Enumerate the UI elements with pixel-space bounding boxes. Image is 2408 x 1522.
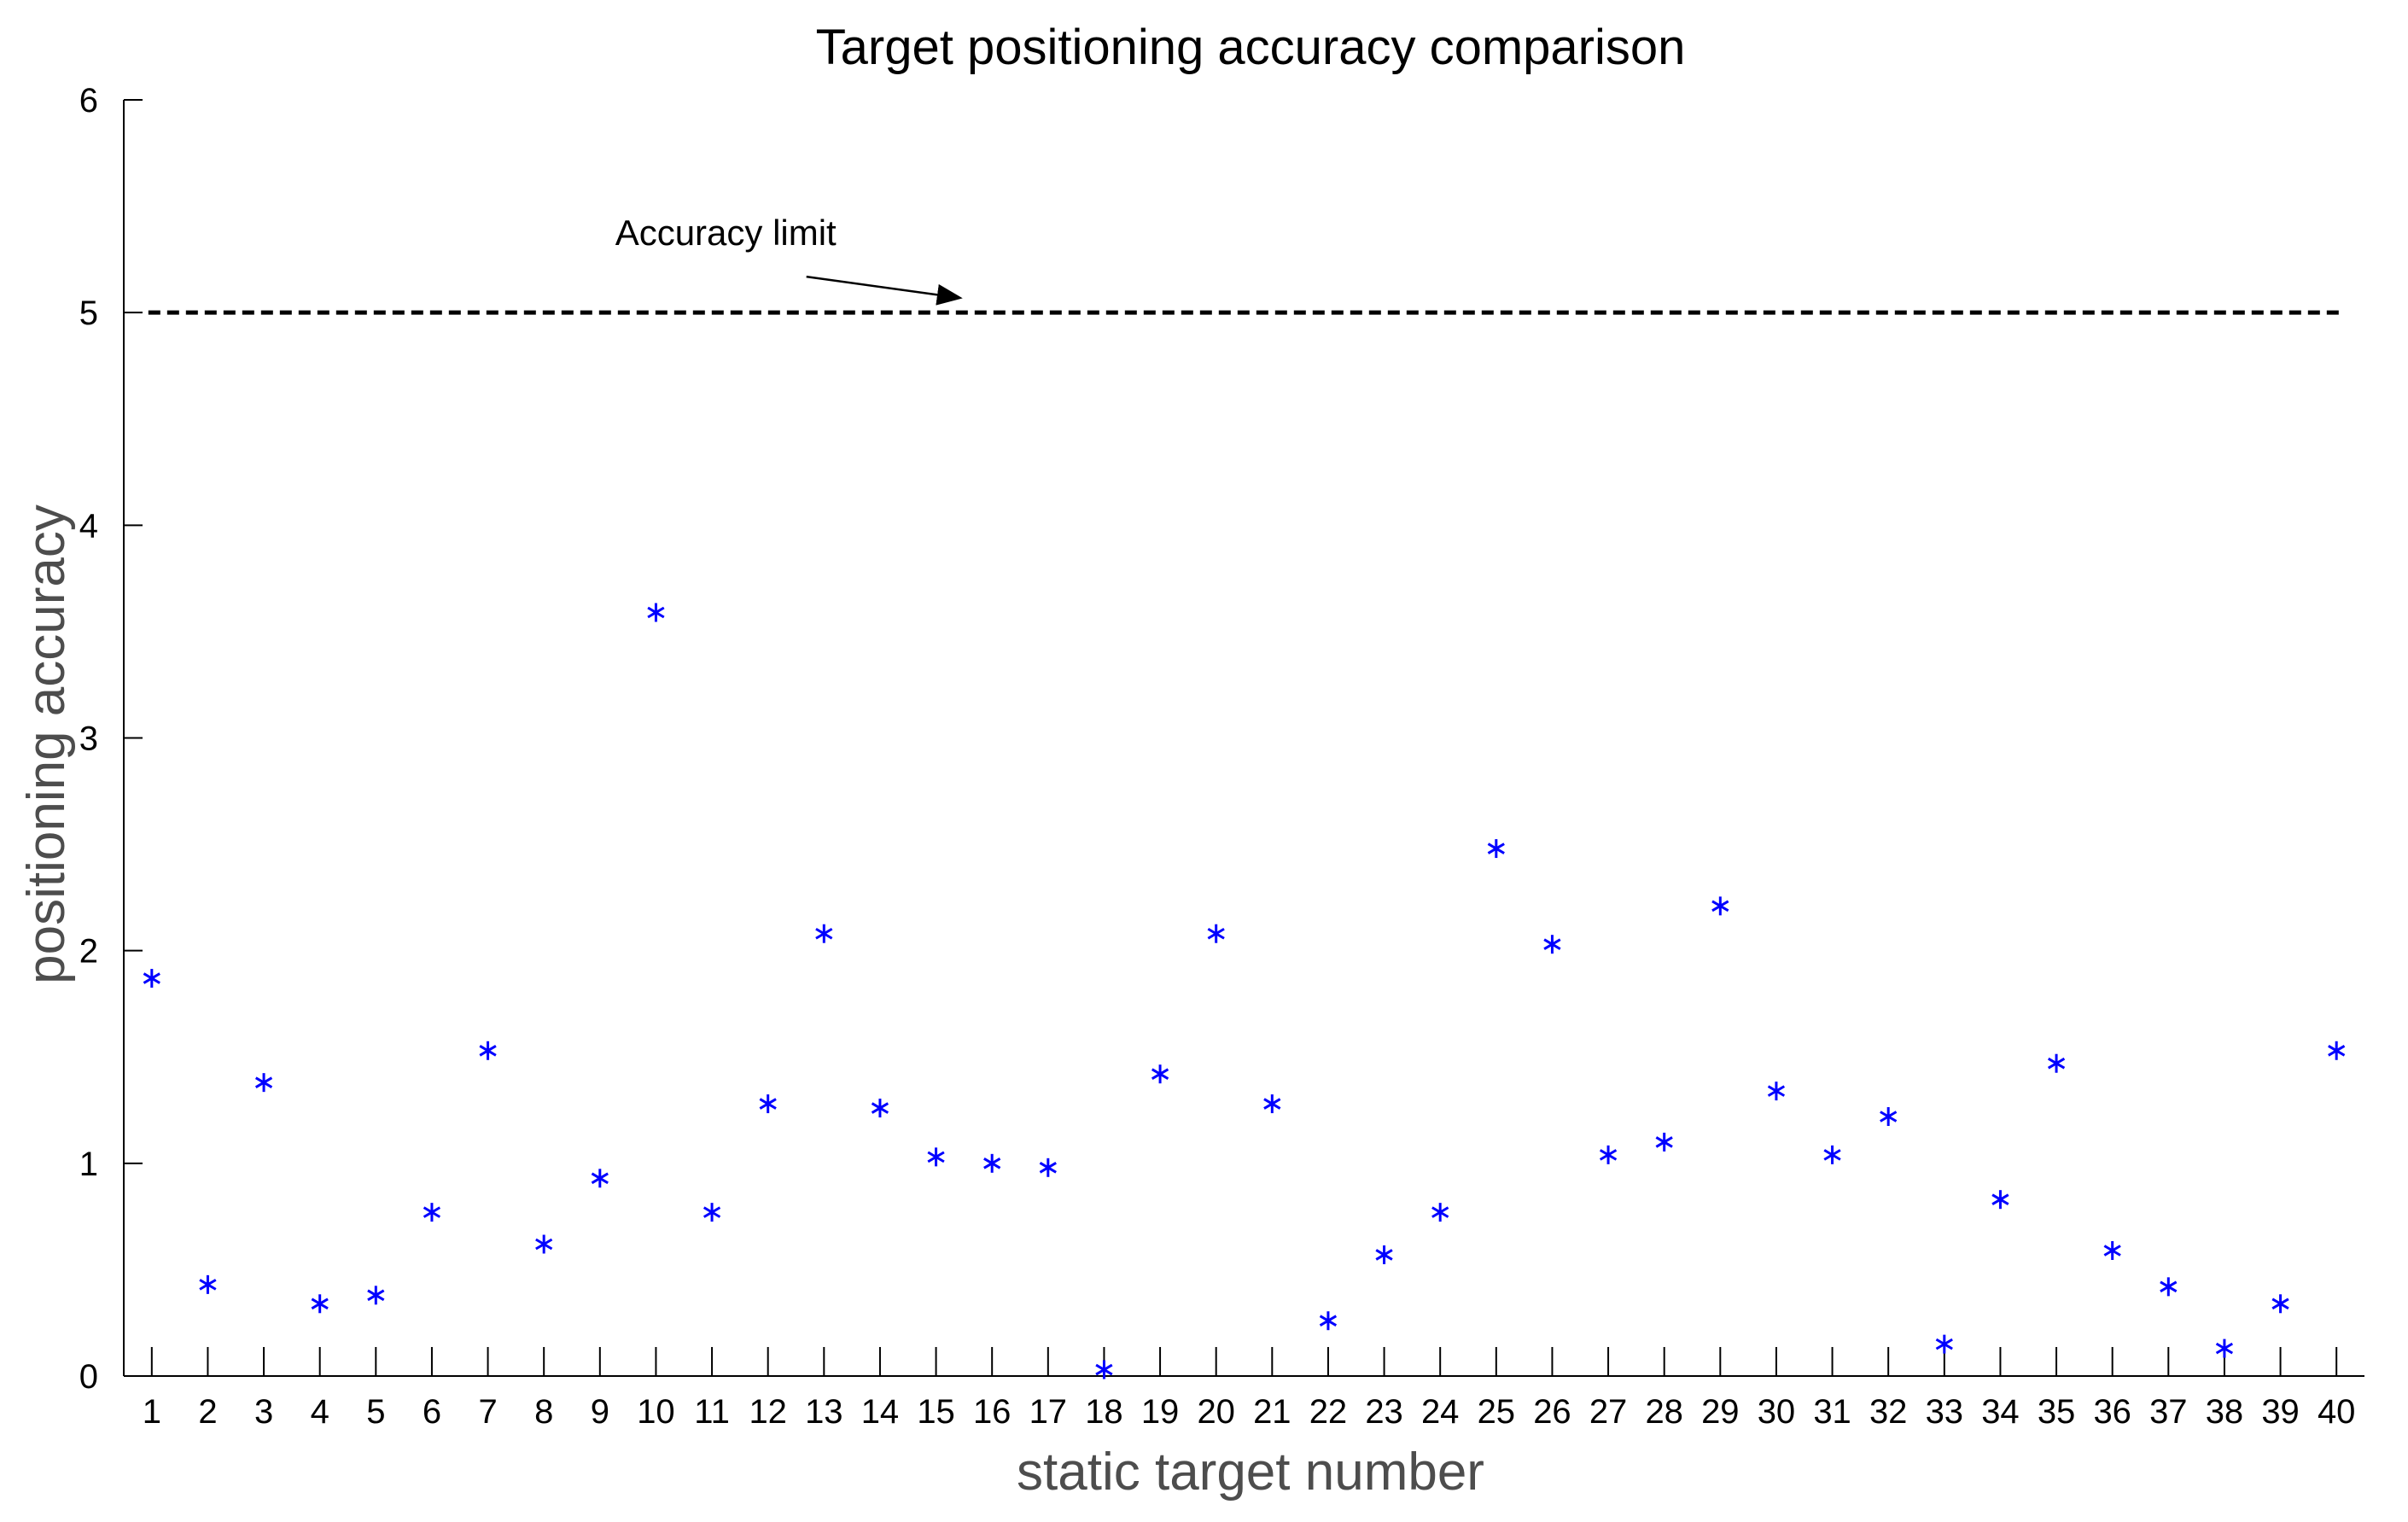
x-tick-label: 20 [1197,1393,1235,1431]
x-tick-label: 2 [198,1393,217,1431]
data-points [143,603,2346,1379]
y-tick-label: 5 [79,294,98,332]
data-point [591,1169,609,1188]
x-tick-label: 15 [917,1393,955,1431]
data-point [1543,935,1561,954]
data-point [1487,839,1505,859]
data-point [871,1099,889,1118]
x-tick-label: 18 [1085,1393,1123,1431]
x-tick-label: 33 [1926,1393,1964,1431]
x-tick-label: 31 [1813,1393,1851,1431]
x-tick-label: 19 [1141,1393,1180,1431]
x-tick-label: 14 [861,1393,900,1431]
x-tick-label: 38 [2206,1393,2244,1431]
y-tick-label: 3 [79,720,98,758]
x-tick-label: 24 [1421,1393,1460,1431]
chart-title: Target positioning accuracy comparison [816,20,1686,75]
y-axis-label: positioning accuracy [17,504,76,984]
annotation-arrow [806,275,963,306]
data-point [367,1286,385,1305]
data-point [2103,1240,2121,1260]
x-tick-label: 36 [2093,1393,2131,1431]
data-point [1319,1311,1338,1331]
data-point [311,1294,329,1314]
x-axis-ticks: 1 2 3 4 5 6 7 8 9 10 11 12 13 14 15 16 17 18 19 20 21 22 23 24 2… [143,1347,2356,1431]
x-tick-label: 39 [2261,1393,2300,1431]
data-point [1095,1360,1113,1379]
data-point [703,1203,721,1222]
data-point [983,1153,1001,1173]
data-point [1880,1107,1898,1127]
data-point [2047,1053,2066,1073]
data-point [479,1041,497,1060]
data-point [535,1234,553,1254]
annotation-label: Accuracy limit [615,213,837,253]
annotation: Accuracy limit [615,213,963,306]
x-tick-label: 28 [1645,1393,1683,1431]
x-tick-label: 23 [1365,1393,1403,1431]
y-tick-label: 2 [79,933,98,971]
x-tick-label: 22 [1309,1393,1348,1431]
data-point [1599,1145,1618,1164]
x-tick-label: 26 [1533,1393,1571,1431]
y-tick-label: 6 [79,82,98,120]
x-tick-label: 1 [143,1393,161,1431]
x-tick-label: 17 [1029,1393,1068,1431]
x-tick-label: 34 [1981,1393,2020,1431]
data-point [759,1094,777,1114]
y-tick-label: 0 [79,1358,98,1396]
data-point [1151,1064,1169,1084]
x-tick-label: 35 [2038,1393,2076,1431]
data-point [143,969,160,988]
x-axis-label: static target number [1017,1443,1484,1502]
x-tick-label: 37 [2149,1393,2188,1431]
x-tick-label: 12 [749,1393,787,1431]
data-point [1823,1145,1841,1164]
data-point [1263,1094,1281,1114]
data-point [1375,1245,1393,1264]
data-point [1711,896,1729,916]
data-point [2215,1338,2234,1358]
y-tick-label: 4 [79,507,98,545]
data-point [254,1073,273,1093]
x-tick-label: 16 [973,1393,1012,1431]
x-tick-label: 21 [1253,1393,1291,1431]
x-tick-label: 40 [2318,1393,2356,1431]
y-tick-label: 1 [79,1146,98,1183]
x-tick-label: 13 [805,1393,843,1431]
data-point [2160,1277,2178,1297]
data-point [647,603,665,622]
data-point [1991,1190,2009,1210]
x-tick-label: 6 [423,1393,441,1431]
x-tick-label: 4 [311,1393,329,1431]
x-tick-label: 25 [1478,1393,1516,1431]
data-point [423,1203,441,1222]
x-tick-label: 5 [366,1393,385,1431]
x-tick-label: 27 [1589,1393,1628,1431]
data-point [1207,924,1225,943]
data-point [927,1147,945,1167]
x-tick-label: 9 [591,1393,609,1431]
x-tick-label: 8 [534,1393,553,1431]
data-point [1431,1203,1449,1222]
data-point [1039,1158,1057,1177]
data-point [199,1274,217,1294]
data-point [2328,1041,2346,1060]
data-point [1655,1132,1673,1152]
data-point [815,924,833,943]
x-tick-label: 7 [478,1393,497,1431]
x-tick-label: 3 [254,1393,273,1431]
data-point [1767,1082,1786,1101]
x-tick-label: 10 [637,1393,675,1431]
y-axis-ticks: 0 1 2 3 4 5 6 [79,82,143,1396]
data-point [2271,1294,2289,1314]
data-point [1935,1334,1953,1354]
x-tick-label: 11 [694,1393,730,1431]
x-tick-label: 32 [1869,1393,1908,1431]
x-tick-label: 30 [1758,1393,1796,1431]
x-tick-label: 29 [1701,1393,1740,1431]
